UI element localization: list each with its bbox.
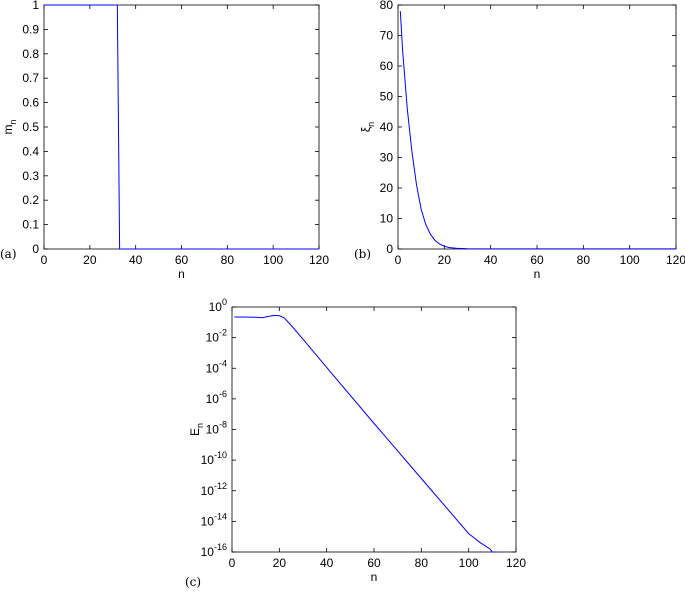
panel-label: (a) <box>0 247 17 261</box>
y-tick-label: 0.6 <box>22 96 39 110</box>
x-axis-label: n <box>371 570 378 584</box>
y-tick-label: 10-4 <box>206 358 227 375</box>
x-tick-label: 0 <box>229 556 236 570</box>
y-tick-label: 10-14 <box>201 511 227 528</box>
x-tick-label: 120 <box>309 253 329 267</box>
x-tick-label: 40 <box>129 253 143 267</box>
x-tick-label: 100 <box>263 253 283 267</box>
x-tick-label: 100 <box>620 253 640 267</box>
y-tick-label: 50 <box>380 90 394 104</box>
y-tick-label: 0.1 <box>22 218 39 232</box>
x-tick-label: 60 <box>175 253 189 267</box>
y-tick-label: 30 <box>380 151 394 165</box>
y-tick-label: 0.2 <box>22 193 39 207</box>
y-tick-label: 10-16 <box>201 542 227 559</box>
data-line <box>44 4 319 250</box>
y-tick-label: 1 <box>32 0 39 12</box>
chart-panel-c: 0 20 40 60 80 100 120 100 10-2 10-4 10-6 10-8 10-10 1… <box>185 297 526 589</box>
y-tick-label: 20 <box>380 181 394 195</box>
plot-frame <box>397 4 677 250</box>
y-tick-label: 0.5 <box>22 120 39 134</box>
x-tick-label: 60 <box>530 253 544 267</box>
y-tick-label: 0.8 <box>22 47 39 61</box>
x-tick-label: 20 <box>273 556 287 570</box>
x-tick-label: 0 <box>41 253 48 267</box>
chart-panel-a: 0 20 40 60 80 100 120 0 0.1 0.2 0.3 0.4 0.5 0.6 0.7 0.8… <box>0 0 329 281</box>
plot-frame <box>231 306 517 553</box>
panel-label: (c) <box>185 575 201 589</box>
y-axis-label: ξn <box>359 122 376 132</box>
y-tick-label: 100 <box>209 297 227 314</box>
y-axis-label: mn <box>1 119 18 134</box>
x-tick-label: 40 <box>484 253 498 267</box>
x-axis-label: n <box>178 267 185 281</box>
x-tick-label: 0 <box>395 253 402 267</box>
y-tick-label: 10-12 <box>201 481 227 498</box>
y-tick-label: 70 <box>380 29 394 43</box>
y-tick-label: 10-8 <box>206 420 227 437</box>
y-tick-label: 10 <box>380 212 394 226</box>
x-tick-label: 80 <box>577 253 591 267</box>
y-tick-label: 10-10 <box>201 450 227 467</box>
y-tick-label: 80 <box>380 0 394 12</box>
y-tick-label: 10-2 <box>206 328 227 345</box>
y-tick-label: 0 <box>386 242 393 256</box>
x-tick-label: 20 <box>438 253 452 267</box>
x-tick-label: 100 <box>459 556 479 570</box>
data-line <box>234 314 498 553</box>
y-tick-label: 60 <box>380 59 394 73</box>
x-tick-label: 60 <box>367 556 381 570</box>
x-tick-label: 20 <box>83 253 97 267</box>
panel-label: (b) <box>354 247 371 261</box>
x-tick-label: 40 <box>320 556 334 570</box>
x-tick-label: 80 <box>415 556 429 570</box>
x-axis-label: n <box>534 267 541 281</box>
data-line <box>399 11 676 250</box>
x-tick-label: 120 <box>666 253 685 267</box>
y-tick-label: 0.4 <box>22 144 39 158</box>
plot-frame <box>43 4 320 250</box>
y-tick-label: 0.3 <box>22 169 39 183</box>
chart-panel-b: 0 20 40 60 80 100 120 0 10 20 30 40 50 60 70 80 n ξn (b) <box>354 0 685 281</box>
y-tick-label: 0.7 <box>22 71 39 85</box>
x-tick-label: 80 <box>221 253 235 267</box>
y-tick-label: 0.9 <box>22 22 39 36</box>
y-tick-label: 40 <box>380 120 394 134</box>
x-tick-label: 120 <box>506 556 526 570</box>
y-axis-label: En <box>188 423 205 436</box>
y-tick-label: 10-6 <box>206 389 227 406</box>
y-tick-label: 0 <box>32 242 39 256</box>
